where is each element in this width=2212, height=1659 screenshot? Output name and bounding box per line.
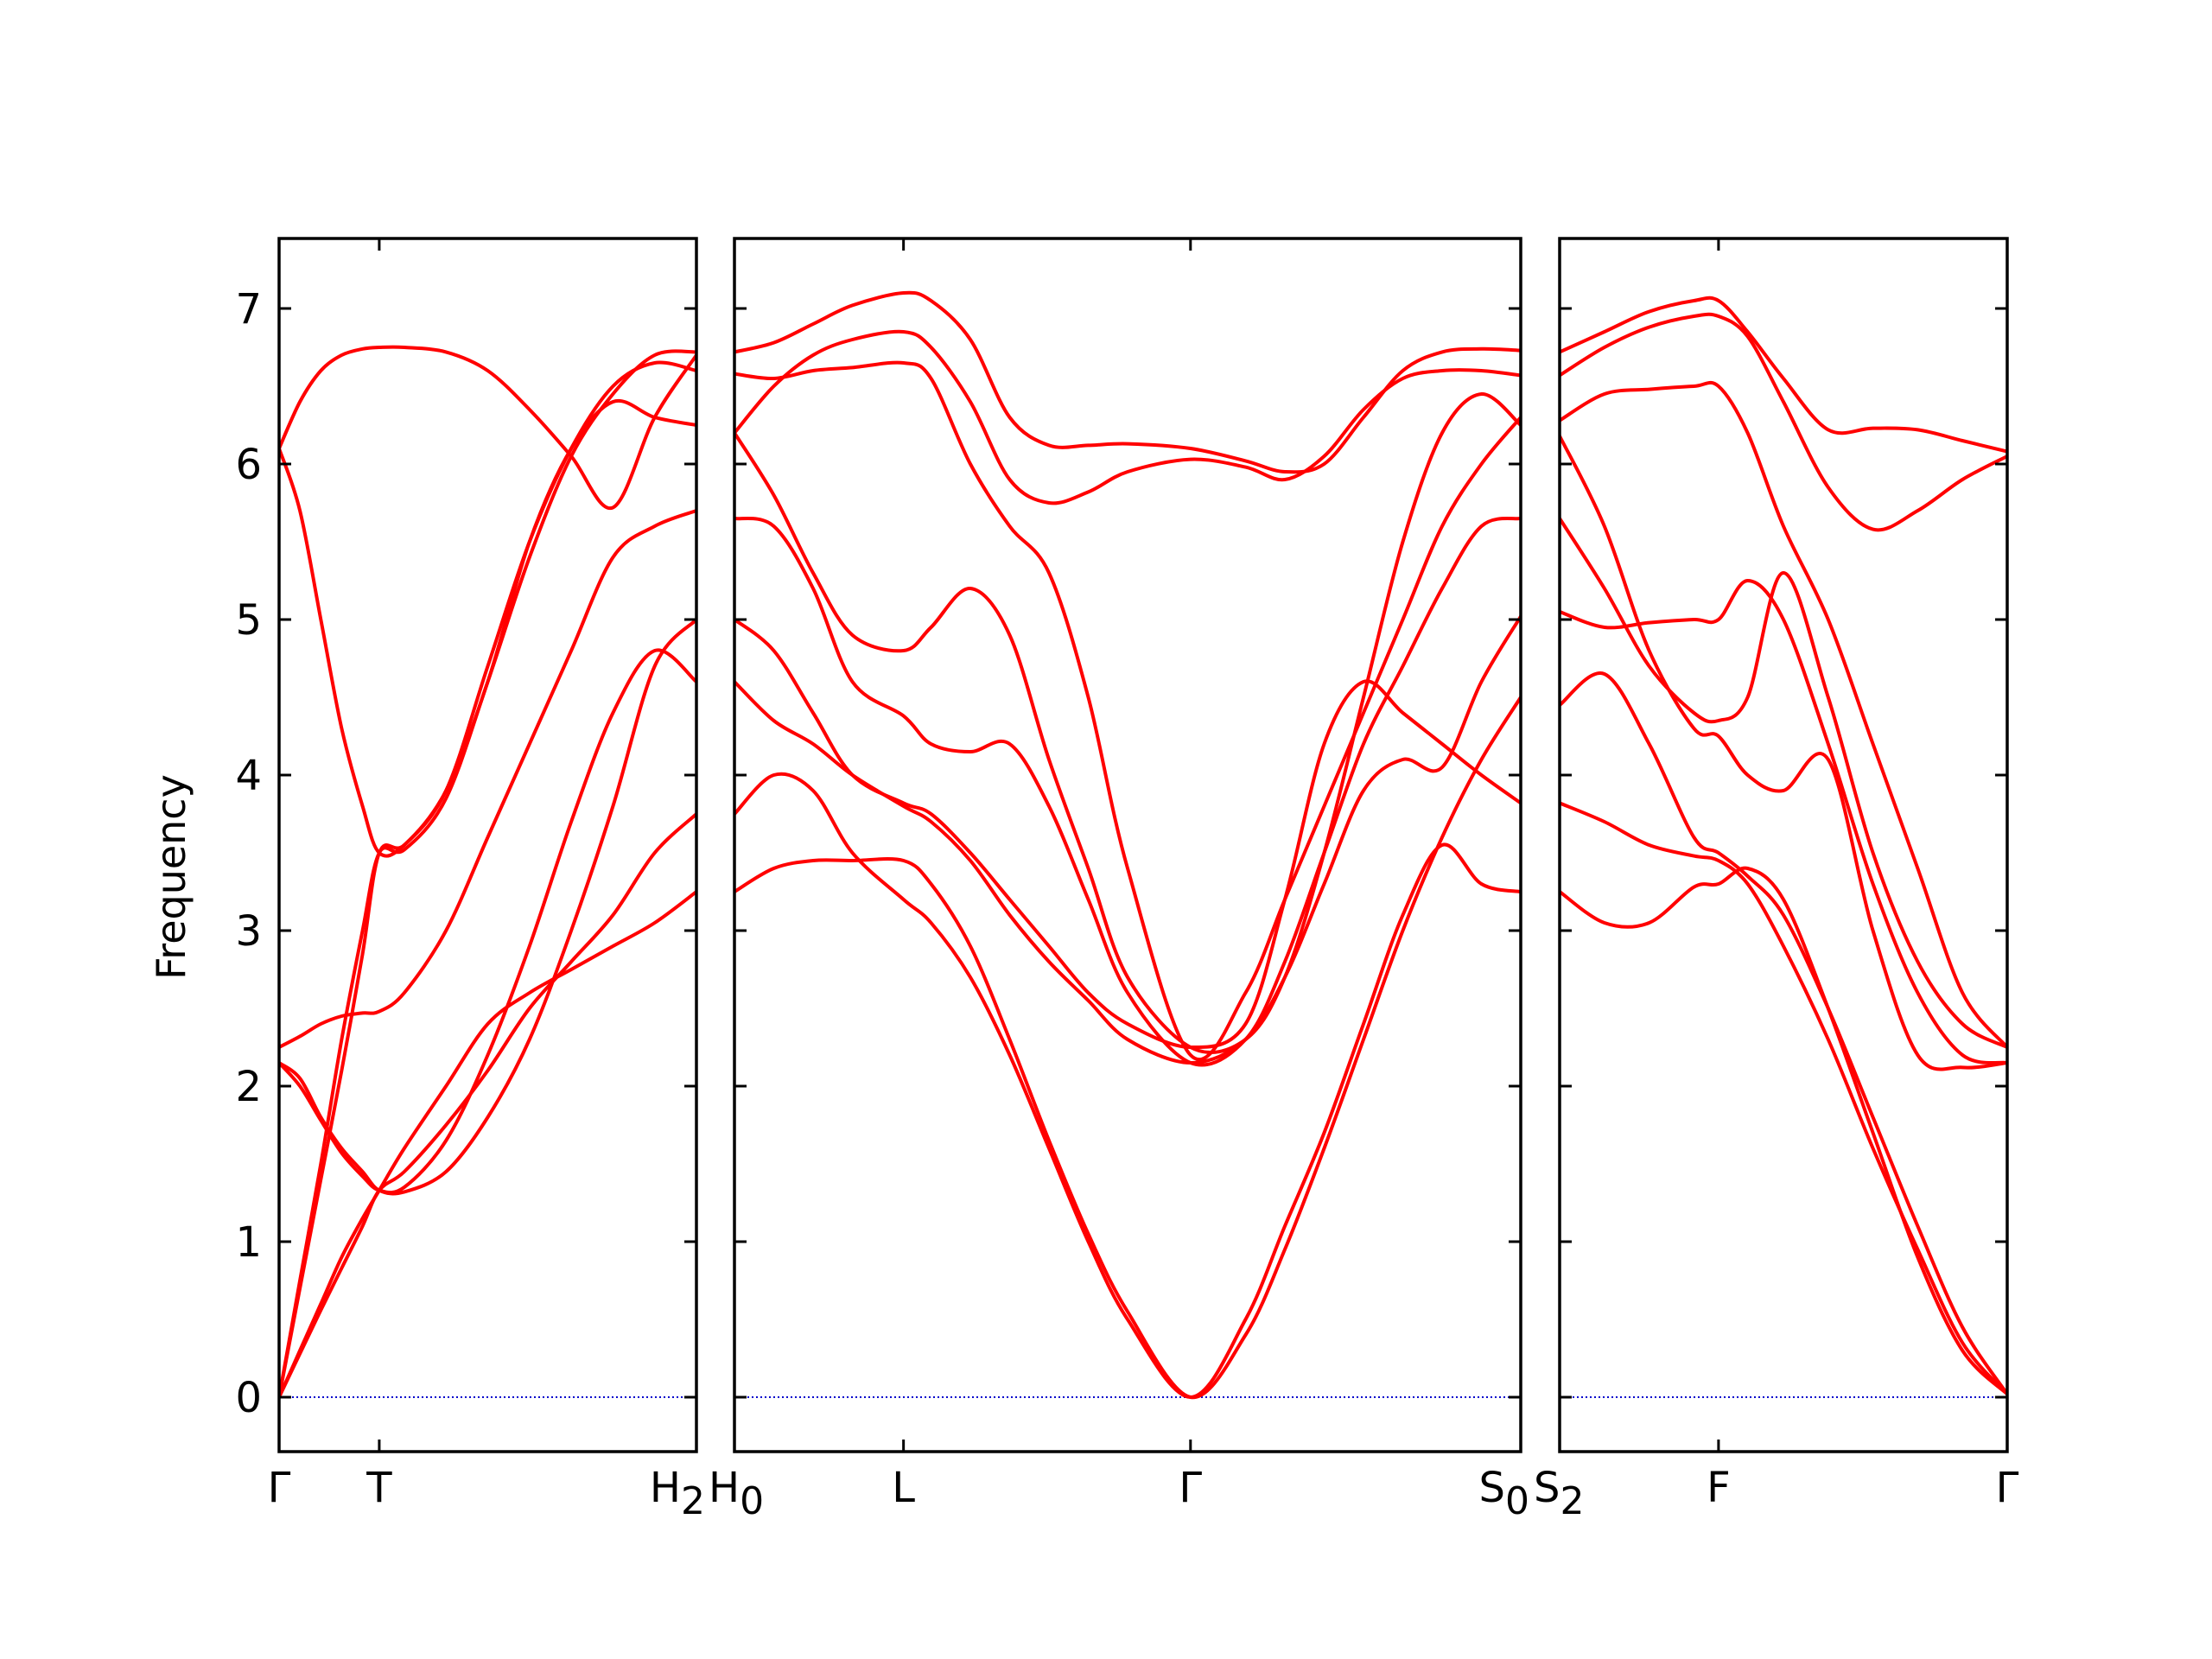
x-tick-label: H2 <box>650 1464 705 1523</box>
band-line-band-7 <box>734 614 1521 1065</box>
band-line-band-3 <box>734 329 1521 505</box>
x-tick-label: Γ <box>1996 1464 2019 1512</box>
band-line-band-9 <box>1560 866 2007 1396</box>
band-line-band-2 <box>734 360 1521 1062</box>
bands <box>734 290 1521 1400</box>
panel-1: 0 1 2 3 4 5 6 7 Γ T H2 <box>235 237 705 1523</box>
panel-2: H0 L Γ S0 <box>709 237 1529 1523</box>
panel-3: S2 F Γ <box>1534 237 2019 1523</box>
y-tick-label: 4 <box>235 752 262 800</box>
panel-frame <box>277 237 698 1453</box>
band-line-band-5 <box>1560 517 2007 1049</box>
y-tick-label: 2 <box>235 1063 262 1111</box>
y-tick-label: 0 <box>235 1374 262 1422</box>
band-line-band-8 <box>734 772 1521 1399</box>
y-tick-label: 3 <box>235 907 262 956</box>
panel-frame <box>1558 237 2009 1453</box>
band-line-band-4 <box>279 509 696 1049</box>
y-tick-label: 6 <box>235 441 262 489</box>
y-tick-label: 7 <box>235 285 262 334</box>
band-line-band-4 <box>734 392 1521 1054</box>
y-tick-label: 5 <box>235 596 262 645</box>
band-line-band-5 <box>734 516 1521 1067</box>
band-line-band-5 <box>279 398 696 858</box>
band-line-band-6 <box>279 345 696 511</box>
band-line-band-1 <box>734 290 1521 474</box>
x-tick-label: F <box>1707 1464 1731 1512</box>
x-tick-label: T <box>365 1464 392 1512</box>
band-line-band-8 <box>1560 801 2007 1396</box>
x-tick-label: Γ <box>1179 1464 1202 1512</box>
band-line-band-7 <box>1560 671 2007 1396</box>
band-line-band-9 <box>734 696 1521 1400</box>
band-line-band-1 <box>1560 296 2007 454</box>
x-tick-label: S2 <box>1534 1464 1584 1523</box>
band-line-band-8 <box>279 648 696 1195</box>
x-tick-label: L <box>892 1464 915 1512</box>
band-line-band-2 <box>1560 312 2007 532</box>
y-axis-label: Frequency <box>148 774 194 980</box>
band-line-band-3 <box>279 618 696 1196</box>
band-line-band-7 <box>279 349 696 1399</box>
band-line-band-4 <box>1560 434 2007 1071</box>
band-line-band-1 <box>279 812 696 1399</box>
bands <box>279 345 696 1399</box>
band-line-band-9 <box>279 890 696 1399</box>
x-tick-label: S0 <box>1479 1464 1529 1523</box>
bands <box>1560 296 2007 1396</box>
band-line-band-6 <box>1560 579 2007 1065</box>
panel-frame <box>733 237 1522 1453</box>
band-line-band-2 <box>279 360 696 1399</box>
x-tick-label: Γ <box>268 1464 291 1512</box>
x-tick-label: H0 <box>709 1464 764 1523</box>
y-tick-label: 1 <box>235 1218 262 1267</box>
band-line-band-3 <box>1560 380 2007 1049</box>
panels: 0 1 2 3 4 5 6 7 Γ T H2 H0 L Γ S0 S2 F Γ <box>235 237 2019 1523</box>
